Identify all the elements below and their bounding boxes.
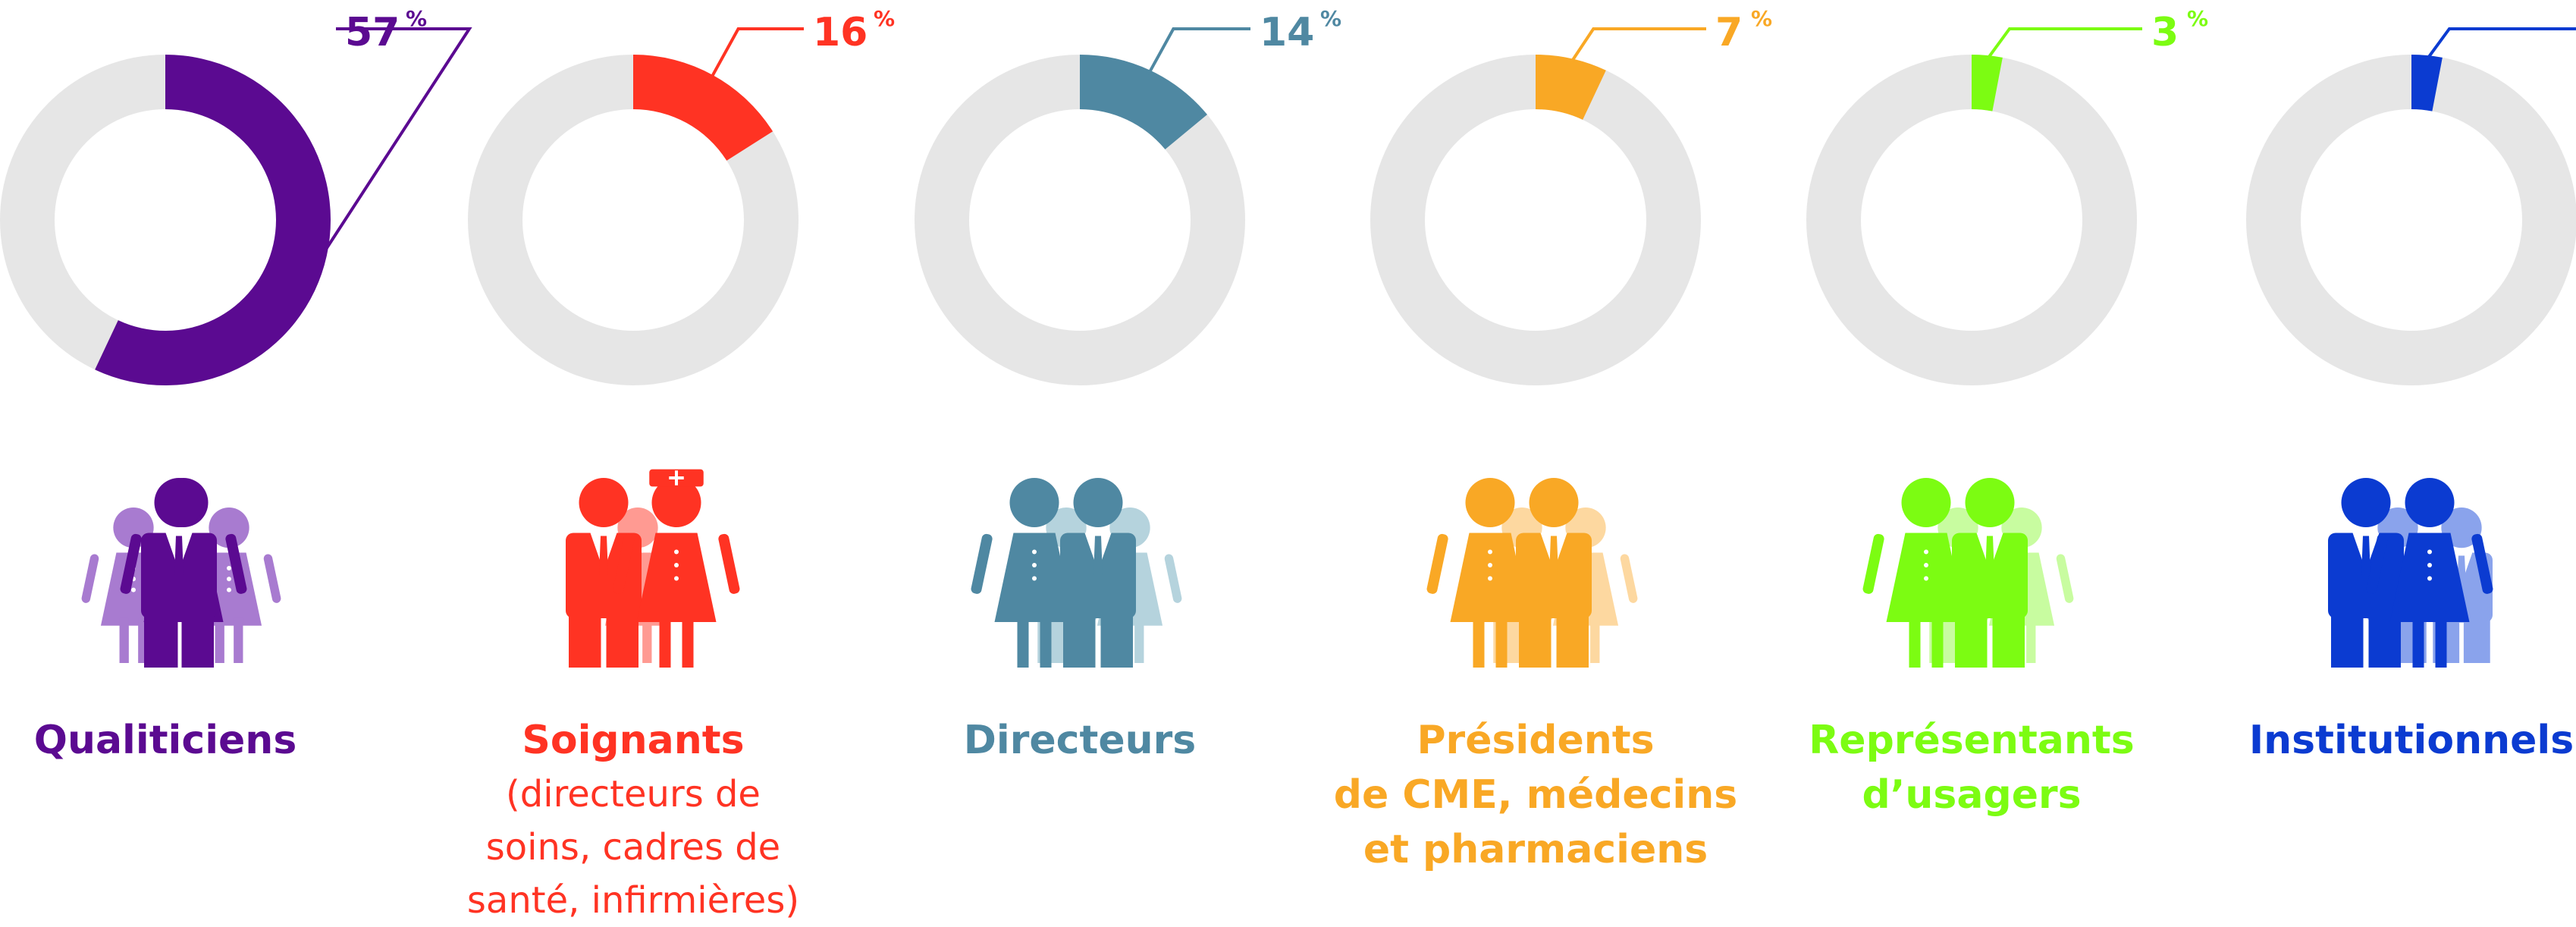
- people-icon: [81, 478, 281, 668]
- donut-track: [2246, 55, 2576, 385]
- leader-line: [1569, 27, 1706, 64]
- value-label: 16: [813, 10, 868, 55]
- category-label: Représentants d’usagers: [1759, 713, 2184, 822]
- category-label: Présidents de CME, médecins et pharmaciens: [1323, 713, 1748, 877]
- value-label: 3: [2151, 10, 2179, 55]
- category-label: Soignants (directeurs de soins, cadres de s…: [421, 713, 846, 927]
- leader-line: [1147, 27, 1250, 76]
- people-icon: [971, 478, 1182, 668]
- people-icon: [566, 469, 740, 668]
- category-subtitle: (directeurs de: [506, 773, 761, 815]
- leader-line: [1985, 27, 2142, 61]
- donut-5: 3%: [1806, 6, 2208, 385]
- donut-segment: [633, 55, 773, 161]
- value-label: 7: [1715, 10, 1743, 55]
- category-title: Soignants: [522, 718, 745, 763]
- donut-2: 16%: [468, 6, 895, 385]
- donut-segment: [1972, 55, 2003, 112]
- donut-1: 57%: [0, 6, 472, 385]
- category-title: Directeurs: [963, 718, 1197, 763]
- leader-line: [2425, 27, 2576, 61]
- category-label: Qualiticiens: [0, 713, 378, 768]
- leader-line: [709, 27, 804, 80]
- percent-symbol: %: [1320, 6, 1341, 31]
- donut-3: 14%: [915, 6, 1341, 385]
- donut-6: 3%: [2246, 27, 2576, 385]
- donut-track: [1806, 55, 2137, 385]
- donut-segment: [1080, 55, 1207, 149]
- category-title-line: d’usagers: [1862, 772, 2082, 818]
- leader-line: [321, 27, 472, 256]
- category-title: Institutionnels: [2248, 718, 2574, 763]
- category-subtitle: soins, cadres de: [485, 826, 781, 869]
- percent-symbol: %: [406, 6, 427, 31]
- donut-segment: [1536, 55, 1606, 120]
- category-title: Représentants: [1809, 718, 2135, 763]
- donut-4: 7%: [1370, 6, 1772, 385]
- people-icon: [1426, 478, 1638, 668]
- percent-symbol: %: [874, 6, 895, 31]
- percent-symbol: %: [2187, 6, 2208, 31]
- category-subtitle: santé, infirmières): [466, 879, 800, 922]
- category-label: Directeurs: [868, 713, 1292, 768]
- donut-track: [1370, 55, 1701, 385]
- people-icon: [2328, 478, 2493, 668]
- people-icon: [1862, 478, 2074, 668]
- value-label: 14: [1260, 10, 1314, 55]
- value-label: 57: [345, 10, 400, 55]
- category-title: Présidents: [1417, 718, 1655, 763]
- category-label: Institutionnels: [2199, 713, 2576, 768]
- category-title: Qualiticiens: [33, 718, 297, 763]
- donut-segment: [95, 55, 331, 385]
- category-title-line: et pharmaciens: [1363, 827, 1708, 872]
- category-title-line: de CME, médecins: [1333, 772, 1738, 818]
- donut-segment: [2411, 55, 2443, 112]
- percent-symbol: %: [1751, 6, 1772, 31]
